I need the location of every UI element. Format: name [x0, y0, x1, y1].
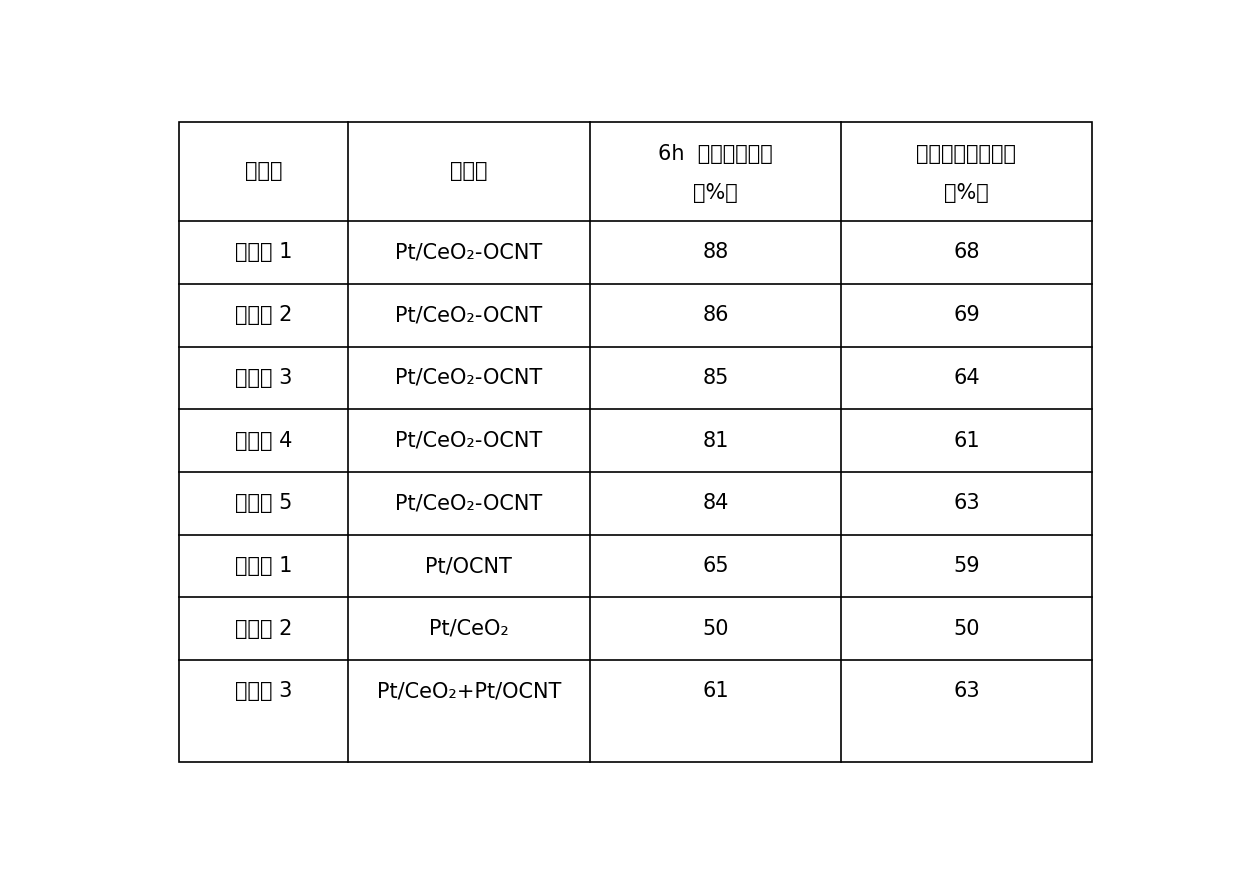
Text: （%）: （%） [944, 183, 988, 203]
Text: 实施例 2: 实施例 2 [234, 305, 293, 326]
Text: 对比例 2: 对比例 2 [234, 619, 293, 639]
Text: （%）: （%） [693, 183, 738, 203]
Text: 61: 61 [702, 682, 729, 702]
Text: 6h  甘油的转化率: 6h 甘油的转化率 [658, 144, 773, 164]
Text: 50: 50 [954, 619, 980, 639]
Text: 对比例 1: 对比例 1 [234, 556, 293, 576]
Text: 对比例 3: 对比例 3 [234, 682, 293, 702]
Text: 对甘油酸的选择性: 对甘油酸的选择性 [916, 144, 1017, 164]
Text: 实施例 3: 实施例 3 [234, 368, 293, 388]
Text: 催化剂: 催化剂 [450, 162, 487, 181]
Text: 86: 86 [702, 305, 729, 326]
Text: Pt/CeO₂: Pt/CeO₂ [429, 619, 508, 639]
Text: 64: 64 [954, 368, 980, 388]
Text: Pt/CeO₂-OCNT: Pt/CeO₂-OCNT [396, 493, 543, 514]
Text: Pt/CeO₂-OCNT: Pt/CeO₂-OCNT [396, 305, 543, 326]
Text: 68: 68 [954, 242, 980, 262]
Text: Pt/CeO₂-OCNT: Pt/CeO₂-OCNT [396, 430, 543, 451]
Text: 63: 63 [954, 682, 980, 702]
Text: Pt/CeO₂-OCNT: Pt/CeO₂-OCNT [396, 242, 543, 262]
Text: 63: 63 [954, 493, 980, 514]
Text: 实施例: 实施例 [244, 162, 283, 181]
Text: 88: 88 [702, 242, 729, 262]
Text: 实施例 1: 实施例 1 [234, 242, 293, 262]
Text: 84: 84 [702, 493, 729, 514]
Text: 实施例 5: 实施例 5 [234, 493, 293, 514]
Text: Pt/OCNT: Pt/OCNT [425, 556, 512, 576]
Text: Pt/CeO₂-OCNT: Pt/CeO₂-OCNT [396, 368, 543, 388]
Text: 65: 65 [702, 556, 729, 576]
Text: 61: 61 [954, 430, 980, 451]
Text: 69: 69 [954, 305, 980, 326]
Text: 85: 85 [702, 368, 729, 388]
Text: 实施例 4: 实施例 4 [234, 430, 293, 451]
Text: 50: 50 [702, 619, 729, 639]
Text: 59: 59 [954, 556, 980, 576]
Text: 81: 81 [702, 430, 729, 451]
Text: Pt/CeO₂+Pt/OCNT: Pt/CeO₂+Pt/OCNT [377, 682, 560, 702]
